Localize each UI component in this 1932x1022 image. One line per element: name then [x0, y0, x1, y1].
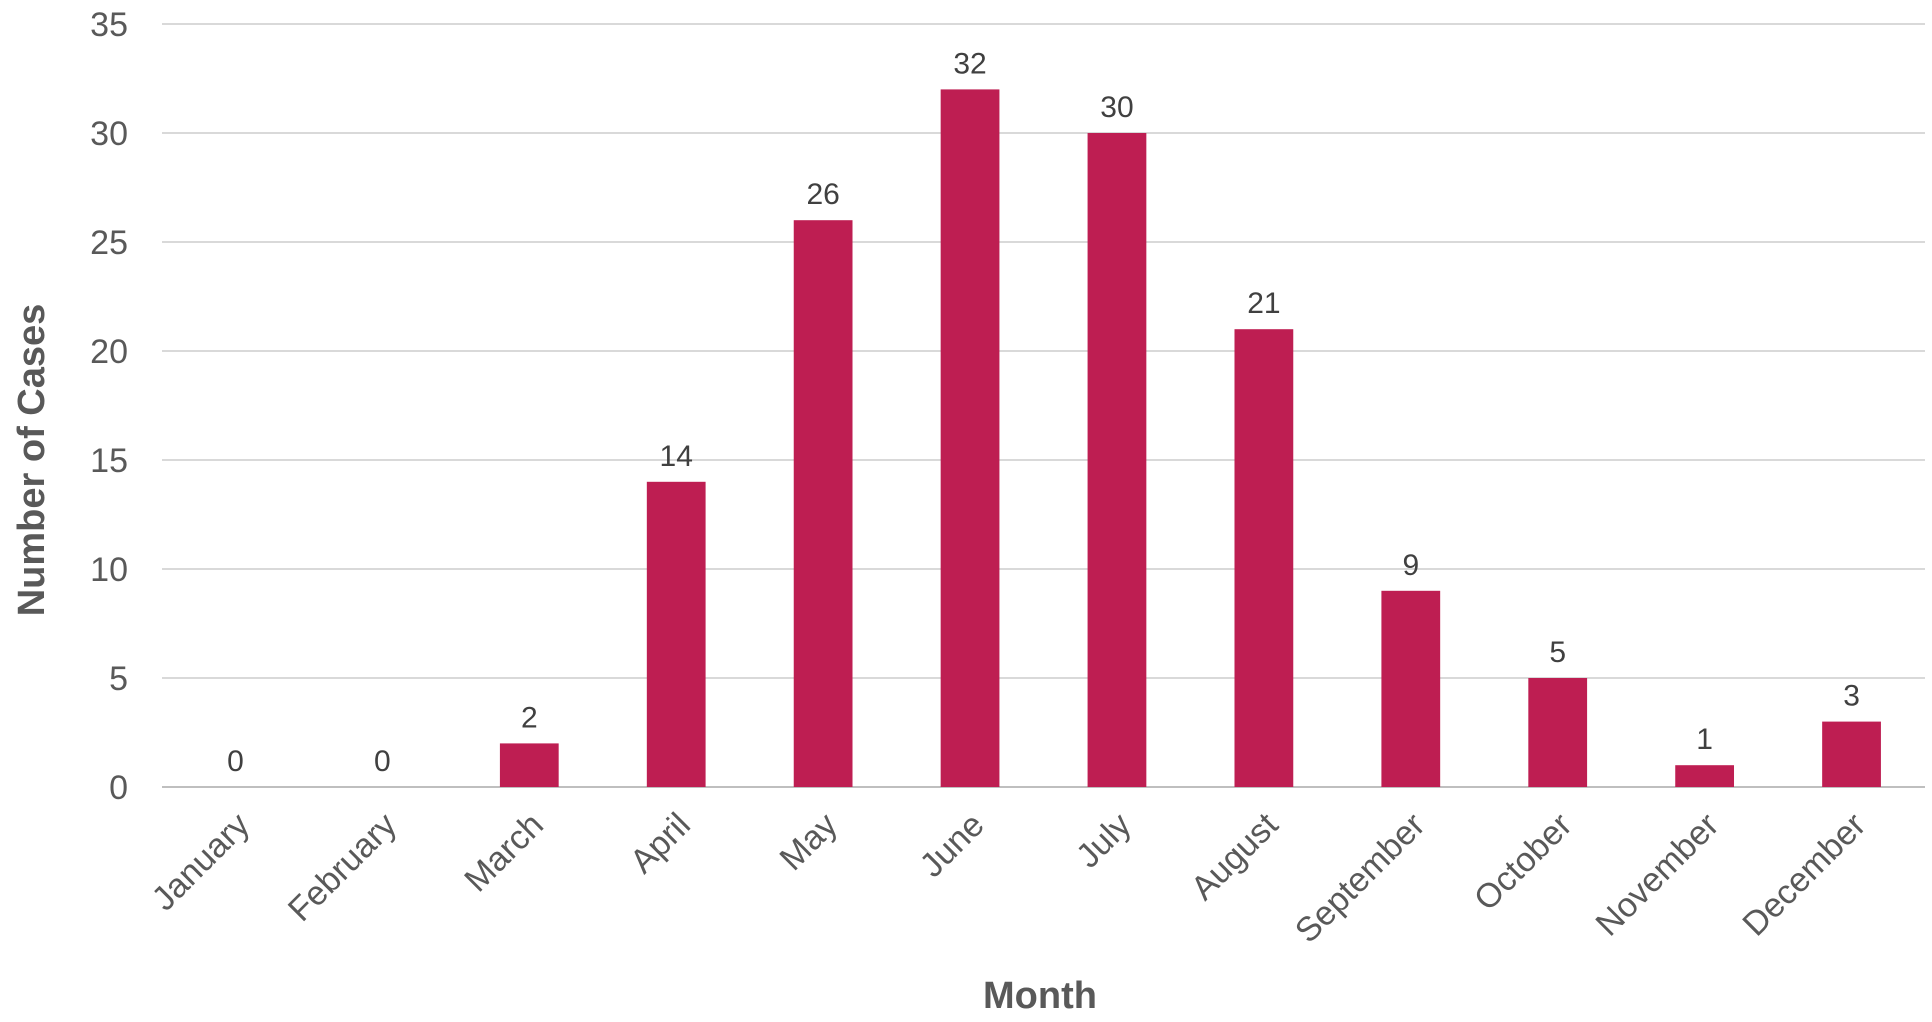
data-labels: 0 0 2 14 26 32 30 21 9 5 1 3	[227, 47, 1860, 778]
x-tick-label: November	[1589, 806, 1727, 944]
x-tick-label: July	[1069, 806, 1139, 876]
y-tick-label: 20	[90, 333, 128, 371]
data-label: 1	[1696, 723, 1713, 756]
x-axis-ticks: January February March April May June July Augu…	[145, 805, 1873, 950]
x-tick-label: September	[1288, 806, 1432, 950]
bar	[1675, 765, 1735, 787]
x-tick-label: April	[623, 806, 698, 881]
bar	[499, 743, 559, 787]
y-tick-label: 15	[90, 442, 128, 480]
x-tick-label: August	[1184, 805, 1286, 907]
bar	[1381, 590, 1441, 787]
data-label: 5	[1549, 636, 1566, 669]
gridlines	[162, 23, 1925, 788]
data-label: 14	[660, 440, 693, 473]
x-tick-label: February	[281, 806, 404, 929]
x-tick-label: October	[1467, 806, 1579, 918]
y-tick-label: 10	[90, 551, 128, 589]
data-label: 3	[1843, 680, 1860, 713]
bar	[940, 89, 1000, 787]
y-axis-title: Number of Cases	[11, 304, 53, 617]
x-tick-label: January	[145, 806, 257, 918]
data-label: 0	[374, 745, 391, 778]
y-tick-label: 0	[109, 769, 128, 807]
x-tick-label: May	[772, 806, 844, 878]
y-tick-label: 25	[90, 224, 128, 262]
x-tick-label: December	[1735, 806, 1873, 944]
x-tick-label: March	[457, 806, 551, 900]
data-label: 26	[806, 178, 839, 211]
data-label: 9	[1402, 549, 1419, 582]
y-tick-label: 30	[90, 115, 128, 153]
data-label: 2	[521, 701, 538, 734]
bar	[1822, 721, 1881, 787]
data-label: 21	[1247, 287, 1280, 320]
x-axis-title: Month	[983, 975, 1097, 1017]
bar	[646, 481, 706, 787]
bar	[1087, 133, 1147, 787]
data-label: 30	[1100, 91, 1133, 124]
y-axis-ticks: 0 5 10 15 20 25 30 35	[90, 6, 128, 807]
bar	[793, 220, 853, 787]
data-label: 32	[953, 47, 986, 80]
bar	[1528, 678, 1588, 787]
y-tick-label: 5	[109, 660, 128, 698]
y-tick-label: 35	[90, 6, 128, 44]
data-label: 0	[227, 745, 244, 778]
bar	[1234, 329, 1294, 787]
x-tick-label: June	[913, 806, 992, 885]
bars	[499, 89, 1881, 787]
